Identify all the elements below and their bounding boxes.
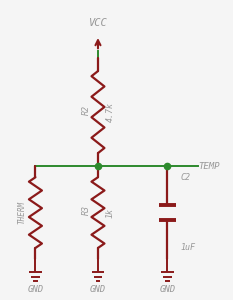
- Text: R3: R3: [82, 205, 91, 215]
- Text: GND: GND: [27, 285, 44, 294]
- Text: VCC: VCC: [89, 18, 107, 28]
- Text: R2: R2: [82, 105, 91, 115]
- Text: TEMP: TEMP: [199, 162, 220, 171]
- Text: GND: GND: [159, 285, 175, 294]
- Text: GND: GND: [90, 285, 106, 294]
- Text: 4.7k: 4.7k: [106, 102, 114, 122]
- Text: THERM: THERM: [17, 201, 27, 224]
- Text: C2: C2: [180, 173, 190, 182]
- Text: 1k: 1k: [106, 208, 114, 218]
- Text: 1uF: 1uF: [180, 243, 195, 252]
